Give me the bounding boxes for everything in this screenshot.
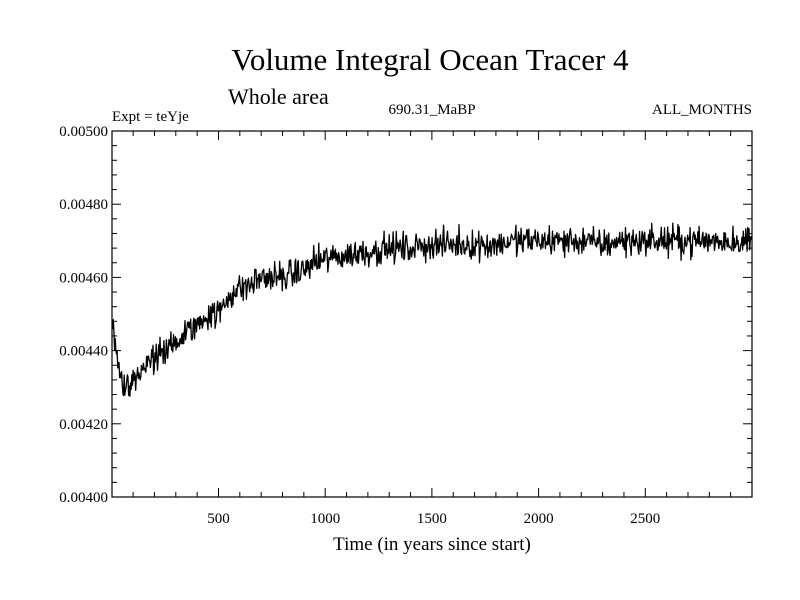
x-axis-label: Time (in years since start) (333, 534, 531, 555)
x-tick-label: 1500 (417, 511, 447, 527)
x-tick-label: 2500 (630, 511, 660, 527)
y-axis-tick-labels: 0.00400 0.00420 0.00440 0.00460 0.00480 0.005… (59, 124, 108, 506)
x-axis-ticks (132, 131, 732, 497)
x-tick-label: 2000 (524, 511, 554, 527)
y-tick-label: 0.00420 (59, 417, 108, 433)
y-tick-label: 0.00460 (59, 270, 108, 286)
y-tick-label: 0.00500 (59, 124, 108, 140)
series-line (112, 222, 752, 397)
experiment-label: Expt = teYje (112, 109, 189, 125)
y-tick-label: 0.00440 (59, 344, 108, 360)
x-tick-label: 500 (207, 511, 230, 527)
x-axis-tick-labels: 500 1000 1500 2000 2500 (207, 511, 660, 527)
period-label: 690.31_MaBP (388, 102, 475, 118)
chart-subtitle: Whole area (228, 84, 329, 109)
y-tick-label: 0.00400 (59, 490, 108, 506)
x-tick-label: 1000 (310, 511, 340, 527)
months-label: ALL_MONTHS (652, 102, 752, 118)
chart-title: Volume Integral Ocean Tracer 4 (231, 42, 629, 77)
y-tick-label: 0.00480 (59, 197, 108, 213)
